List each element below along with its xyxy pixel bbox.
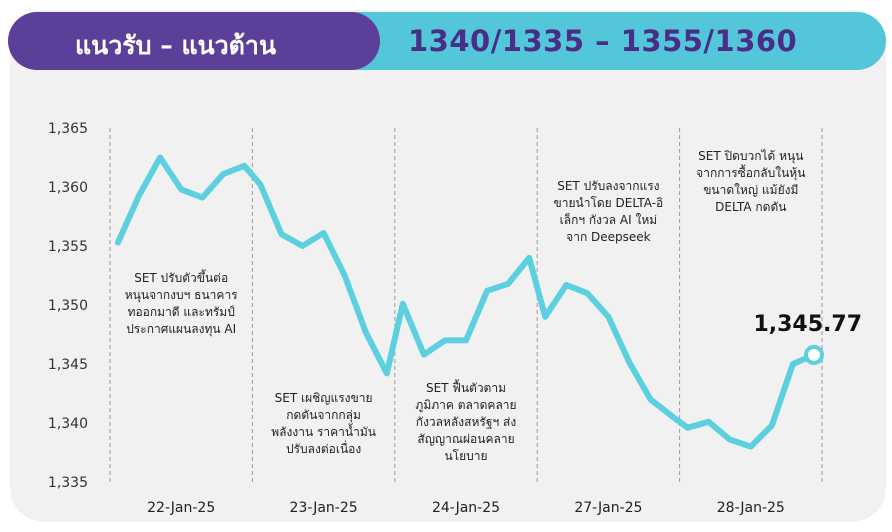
y-tick-label: 1,350 xyxy=(48,298,88,314)
data-point xyxy=(585,291,589,295)
last-value-marker xyxy=(804,344,824,365)
day-annotation: SET ปรับตัวขึ้นต่อหนุนจากงบฯ ธนาคารทออกม… xyxy=(125,269,238,337)
data-point xyxy=(443,338,447,342)
data-point xyxy=(728,438,732,442)
y-tick-label: 1,355 xyxy=(48,239,88,255)
data-point xyxy=(116,240,120,244)
y-tick-label: 1,340 xyxy=(48,416,88,432)
data-point xyxy=(158,156,162,159)
data-point xyxy=(279,232,283,236)
x-tick-label: 22-Jan-25 xyxy=(147,500,215,516)
data-point xyxy=(506,282,510,286)
y-tick-label: 1,365 xyxy=(48,121,88,137)
day-annotation: SET ฟื้นตัวตามภูมิภาค ตลาดคลายกังวลหลังส… xyxy=(415,379,516,463)
data-point xyxy=(606,315,610,319)
y-tick-label: 1,345 xyxy=(48,357,88,373)
data-point xyxy=(649,397,653,401)
day-annotation: SET ปรับลงจากแรงขายนำโดย DELTA-อิเล็กฯ ก… xyxy=(554,179,664,244)
data-point xyxy=(137,193,141,197)
data-point xyxy=(770,423,774,427)
data-point xyxy=(385,371,389,375)
y-tick-label: 1,335 xyxy=(48,475,88,491)
day-annotation: SET เผชิญแรงขายกดดันจากกลุ่มพลังงาน ราคา… xyxy=(271,391,376,456)
levels-banner xyxy=(300,12,886,70)
data-point xyxy=(221,172,225,176)
day-annotation: SET ปิดบวกได้ หนุนจากการซื้อกลับในหุ้นขน… xyxy=(696,149,805,214)
data-point xyxy=(422,353,426,357)
x-tick-label: 27-Jan-25 xyxy=(574,500,642,516)
data-point xyxy=(242,164,246,168)
data-point xyxy=(527,256,531,260)
data-point xyxy=(343,274,347,277)
x-tick-label: 24-Jan-25 xyxy=(432,500,500,516)
data-point xyxy=(791,362,795,366)
last-value-label: 1,345.77 xyxy=(753,312,862,337)
data-point xyxy=(707,420,711,424)
data-point xyxy=(749,445,753,449)
banner-title: แนวรับ – แนวต้าน xyxy=(75,31,277,60)
x-tick-label: 23-Jan-25 xyxy=(290,500,358,516)
y-tick-label: 1,360 xyxy=(48,180,88,196)
data-point xyxy=(564,283,568,287)
title-banner xyxy=(8,12,380,70)
data-point xyxy=(322,231,326,235)
x-tick-label: 28-Jan-25 xyxy=(717,500,785,516)
data-point xyxy=(401,302,405,306)
data-point xyxy=(670,414,674,418)
data-point xyxy=(258,183,262,187)
data-point xyxy=(627,361,631,365)
support-resistance-levels: 1340/1335 – 1355/1360 xyxy=(408,24,798,58)
data-point xyxy=(464,338,468,342)
chart-card xyxy=(10,10,886,522)
data-point xyxy=(301,244,305,248)
data-point xyxy=(543,315,547,319)
data-point xyxy=(364,330,368,334)
data-point xyxy=(686,426,690,430)
data-point xyxy=(485,289,489,293)
data-point xyxy=(200,196,204,200)
data-point xyxy=(179,187,183,191)
